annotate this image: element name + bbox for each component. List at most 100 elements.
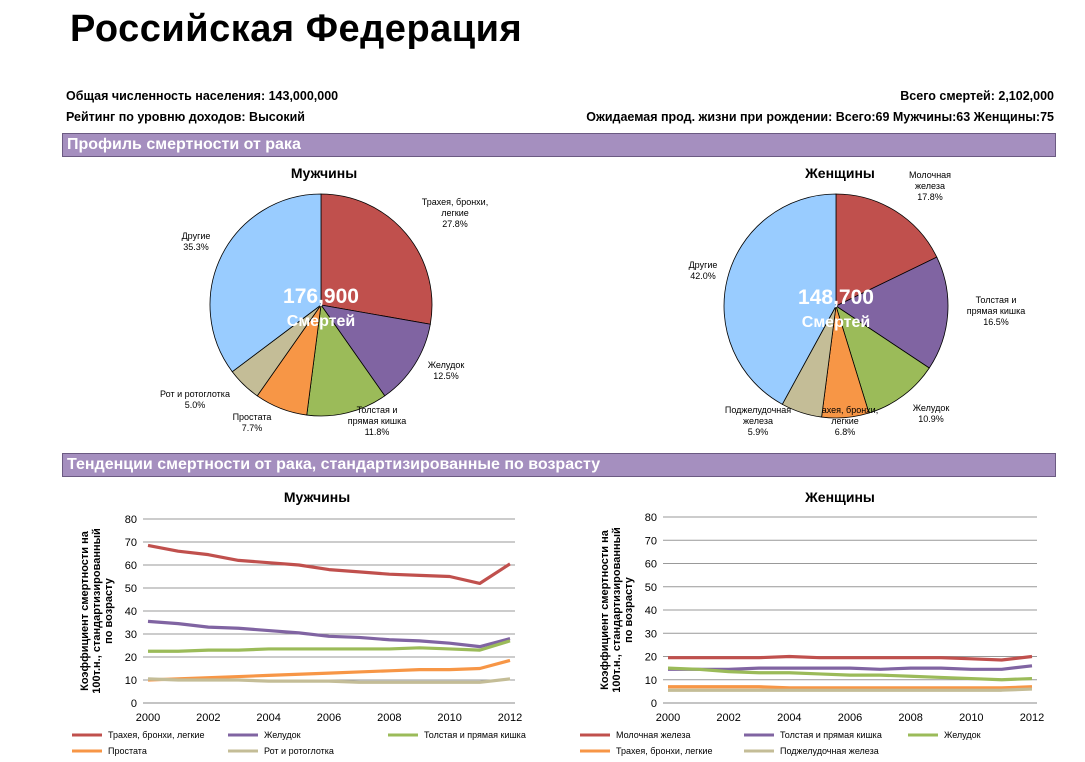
series-line — [668, 654, 1033, 662]
total-deaths-value: 176,900 — [283, 285, 359, 308]
y-axis-label: Коэффициент смертности на100т.н., станда… — [79, 528, 115, 694]
legend-entry: Желудок — [944, 730, 981, 740]
y-tick-label: 80 — [125, 514, 137, 526]
legend-entry: Рот и ротоглотка — [264, 746, 334, 756]
pie-slice — [835, 256, 949, 369]
pie-slice — [835, 193, 938, 307]
slice-percent: 11.8% — [365, 427, 390, 437]
pie-slice — [306, 303, 386, 417]
line-chart-title: Женщины — [804, 489, 875, 505]
slice-label: Рот и ротоглотка 5.0% — [160, 389, 230, 410]
y-tick-label: 10 — [125, 675, 137, 687]
pie-title: Мужчины — [291, 165, 357, 181]
line-chart-men: Мужчины 0 10 20 30 40 50 60 70 80 2000 2002 2004 2006… — [72, 489, 526, 756]
y-tick-label: 20 — [125, 652, 137, 664]
income-info: Рейтинг по уровню доходов: Высокий — [66, 110, 305, 124]
life-expectancy-info: Ожидаемая прод. жизни при рождении: Всег… — [586, 110, 1054, 124]
slice-percent: 6.8% — [835, 427, 856, 437]
pie-chart-women: Женщины Молочная железа 17.8% Толстая и пряма… — [689, 165, 1026, 437]
x-tick-label: 2008 — [377, 712, 401, 724]
slice-percent: 42.0% — [690, 271, 716, 281]
slice-percent: 16.5% — [983, 317, 1009, 327]
x-tick-label: 2006 — [317, 712, 341, 724]
y-tick-label: 60 — [125, 560, 137, 572]
slice-percent: 35.3% — [183, 242, 209, 252]
y-tick-label: 10 — [645, 675, 657, 687]
series-line — [147, 619, 511, 649]
x-tick-label: 2012 — [1020, 712, 1044, 724]
y-tick-label: 70 — [125, 537, 137, 549]
legend-entry: Желудок — [264, 730, 301, 740]
series-line — [668, 685, 1033, 690]
slice-label: Толстая и прямая кишка 16.5% — [967, 295, 1026, 327]
total-deaths-info: Всего смертей: 2,102,000 — [900, 89, 1054, 103]
series-line — [147, 658, 511, 682]
x-tick-label: 2008 — [898, 712, 922, 724]
slice-percent: 5.0% — [185, 400, 206, 410]
slice-percent: 10.9% — [918, 414, 944, 424]
series-line — [668, 664, 1033, 671]
total-deaths-label: Смертей — [287, 313, 355, 330]
series-line — [667, 666, 1033, 682]
x-tick-label: 2012 — [498, 712, 522, 724]
y-tick-label: 0 — [131, 698, 137, 710]
y-tick-label: 80 — [645, 512, 657, 524]
x-tick-label: 2010 — [959, 712, 983, 724]
legend-entry: Поджелудочная железа — [780, 746, 879, 756]
x-tick-label: 2006 — [838, 712, 862, 724]
y-tick-label: 50 — [645, 582, 657, 594]
slice-percent: 5.9% — [748, 427, 769, 437]
y-tick-label: 30 — [125, 629, 137, 641]
total-deaths-label: Смертей — [802, 314, 870, 331]
x-tick-label: 2004 — [256, 712, 280, 724]
slice-label: Желудок 10.9% — [913, 403, 950, 424]
total-deaths-value: 148,700 — [798, 286, 874, 309]
series-line — [147, 677, 511, 684]
line-chart-women: Женщины 0 10 20 30 40 50 60 70 80 2000 2002 2004 2006… — [580, 489, 1044, 756]
x-tick-label: 2004 — [777, 712, 801, 724]
pie-slice — [209, 193, 322, 373]
page-title: Российская Федерация — [70, 8, 523, 50]
pie-slice — [320, 193, 433, 325]
legend-entry: Трахея, бронхи, легкие — [108, 730, 204, 740]
y-tick-label: 0 — [651, 698, 657, 710]
pie-title: Женщины — [804, 165, 875, 181]
y-tick-label: 70 — [645, 535, 657, 547]
slice-label: Молочная железа 17.8% — [909, 170, 951, 202]
slice-label: Желудок 12.5% — [428, 360, 465, 381]
y-tick-label: 50 — [125, 583, 137, 595]
x-tick-label: 2010 — [437, 712, 461, 724]
slice-label: Другие 35.3% — [182, 231, 211, 252]
series-line — [147, 543, 511, 586]
slice-label: Трахея, бронхи, легкие 6.8% — [812, 405, 878, 437]
legend-entry: Трахея, бронхи, легкие — [616, 746, 712, 756]
series-line — [668, 687, 1033, 692]
pie-chart-men: Мужчины Трахея, бронхи, легкие 27.8% Желудок… — [160, 165, 488, 437]
legend-entry: Простата — [108, 746, 147, 756]
slice-label: Простата 7.7% — [233, 412, 272, 433]
y-tick-label: 20 — [645, 652, 657, 664]
slice-label: Толстая и прямая кишка 11.8% — [348, 405, 407, 437]
x-tick-label: 2000 — [136, 712, 160, 724]
slice-label: Другие 42.0% — [689, 260, 718, 281]
x-tick-label: 2002 — [196, 712, 220, 724]
slice-label: Трахея, бронхи, легкие 27.8% — [422, 197, 488, 229]
population-info: Общая численность населения: 143,000,000 — [66, 89, 339, 103]
line-chart-title: Мужчины — [284, 489, 350, 505]
y-tick-label: 30 — [645, 628, 657, 640]
pie-slice — [320, 304, 431, 397]
section-cancer-profile: Профиль смертности от рака — [62, 133, 1056, 157]
slice-percent: 27.8% — [442, 219, 468, 229]
legend-entry: Толстая и прямая кишка — [424, 730, 526, 740]
slice-percent: 12.5% — [433, 371, 459, 381]
legend-entry: Толстая и прямая кишка — [780, 730, 882, 740]
y-tick-label: 40 — [645, 605, 657, 617]
slice-percent: 17.8% — [917, 192, 943, 202]
series-line — [148, 639, 511, 653]
pie-slice — [835, 305, 930, 414]
y-tick-label: 60 — [645, 559, 657, 571]
pie-slice — [723, 193, 837, 405]
y-tick-label: 40 — [125, 606, 137, 618]
legend-entry: Молочная железа — [616, 730, 691, 740]
x-tick-label: 2000 — [656, 712, 680, 724]
